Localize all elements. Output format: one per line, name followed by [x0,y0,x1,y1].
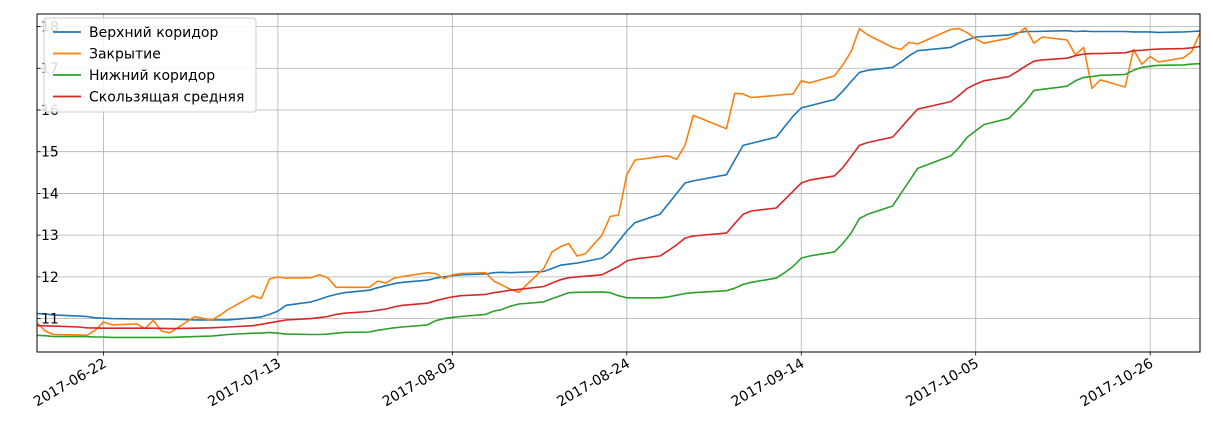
y-tick-label: 13 [41,228,59,244]
y-tick-label: 15 [41,145,59,161]
x-tick-label: 2017-09-14 [729,356,808,411]
series-upper-band-line [37,29,1200,321]
legend-label: Закрытие [89,47,161,63]
series-moving-average-line [37,45,1200,330]
x-tick-label: 2017-10-05 [903,356,981,411]
legend-label: Верхний коридор [89,25,218,41]
series-lines [37,26,1200,339]
legend-label: Нижний коридор [89,68,215,84]
y-tick-label: 14 [41,186,59,202]
legend: Верхний коридор Закрытие Нижний коридор Ско… [43,17,257,113]
series-close-line [37,26,1200,337]
x-tick-label: 2017-08-24 [554,356,633,411]
y-tick-label: 11 [41,312,59,328]
x-tick-label: 2017-08-03 [380,356,458,411]
legend-box [43,17,257,113]
x-tick-label: 2017-06-22 [31,356,109,411]
series-lower-band-line [37,62,1200,339]
x-tick-label: 2017-10-26 [1078,356,1157,411]
y-tick-label: 12 [41,270,59,286]
x-tick-label: 2017-07-13 [205,356,283,411]
legend-label: Скользящая средняя [89,90,244,106]
plot-frame [36,13,1201,353]
